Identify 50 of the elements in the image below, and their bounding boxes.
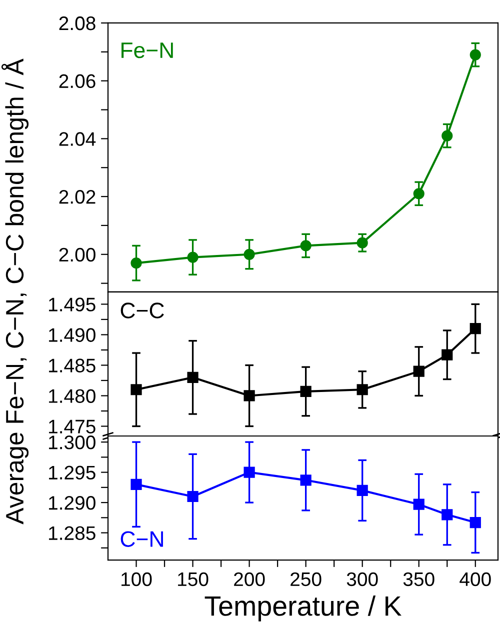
x-tick-label: 150: [178, 572, 208, 586]
point: [244, 248, 255, 260]
text: C−C: [120, 302, 164, 318]
y-tick-label: 2.02: [59, 190, 96, 204]
point: [130, 478, 142, 490]
x-tick-label: 400: [460, 572, 491, 586]
text: Fe−N: [122, 42, 173, 58]
point: [470, 516, 481, 528]
series-label: C−N: [120, 531, 163, 547]
y-tick-label: 1.475: [49, 420, 96, 434]
x-tick-label: 100: [122, 572, 152, 586]
y-tick-label: 2.00: [59, 248, 96, 262]
y-tick-label: 2.06: [59, 74, 96, 88]
y-tick-label: 1.290: [49, 496, 96, 510]
y-tick-label: 2.04: [59, 132, 96, 146]
point: [300, 386, 312, 398]
point: [356, 484, 368, 496]
point: [130, 384, 142, 396]
y-tick-label: 1.300: [49, 436, 96, 450]
y-tick-label: 1.295: [49, 466, 96, 480]
point: [130, 258, 142, 269]
point: [413, 366, 424, 377]
y-tick-label: 1.495: [49, 298, 96, 312]
x-tick-label: 350: [403, 572, 434, 586]
point: [244, 390, 255, 402]
x-tick-label: 250: [290, 572, 322, 586]
point: [187, 372, 198, 383]
y-tick-label: 1.490: [49, 328, 96, 342]
x-axis-title: Temperature / K: [204, 596, 402, 622]
point: [244, 466, 255, 478]
point: [442, 130, 453, 142]
point: [413, 188, 424, 200]
y-tick-label: 1.485: [49, 358, 96, 372]
point: [187, 252, 198, 263]
point: [187, 490, 198, 502]
point: [356, 237, 368, 248]
point: [413, 498, 424, 510]
point: [442, 509, 453, 520]
x-tick-label: 300: [346, 572, 378, 586]
point: [470, 323, 481, 334]
point: [300, 240, 312, 252]
point: [356, 384, 368, 396]
point: [442, 349, 453, 360]
x-tick-label: 200: [234, 572, 265, 586]
point: [300, 474, 312, 486]
point: [470, 49, 481, 60]
y-tick-label: 1.480: [49, 389, 96, 403]
y-tick-label: 2.08: [59, 16, 96, 30]
y-axis-title: Average Fe−N, C−N, C−C bond length / Å: [1, 58, 29, 524]
y-tick-label: 1.285: [49, 526, 96, 540]
